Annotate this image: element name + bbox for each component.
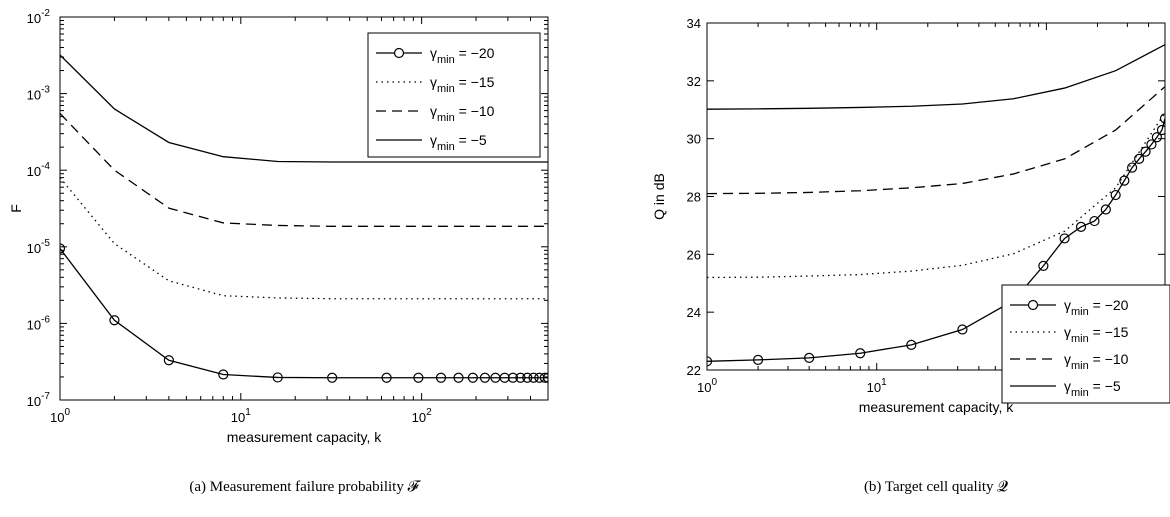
legend: γmin = −20 γmin = −15 γmin = −10 γmin = −5 (367, 32, 541, 158)
series-point (752, 354, 764, 365)
x-tick-label: 101 (867, 377, 887, 395)
y-tick-label: 24 (687, 305, 701, 320)
series-line-dashed-2 (707, 86, 1165, 195)
series-point (515, 372, 526, 383)
series-point (1119, 175, 1130, 186)
legend-label: γmin = −5 (430, 132, 487, 153)
series-point (855, 348, 866, 359)
x-tick-label: 100 (50, 407, 70, 425)
series-point (1100, 204, 1111, 215)
series-group (60, 54, 548, 383)
series-point (528, 372, 539, 383)
series-point (467, 372, 478, 383)
y-tick-label: 22 (687, 363, 701, 378)
y-tick-label: 34 (687, 16, 701, 31)
legend-label: γmin = −10 (430, 103, 495, 124)
series-point (272, 372, 283, 383)
series-group (707, 44, 1165, 367)
series-point (109, 315, 120, 326)
series-point (522, 372, 533, 383)
y-tick-label: 30 (687, 132, 701, 147)
series-line-solid-3 (707, 44, 1165, 110)
x-tick-label: 101 (231, 407, 251, 425)
series-point (453, 372, 464, 383)
series-point (163, 355, 174, 366)
series-line-dotted-1 (60, 177, 548, 300)
legend-label: γmin = −20 (430, 45, 495, 66)
y-tick-label: 26 (687, 247, 701, 262)
series-point (957, 324, 968, 335)
series-point (218, 369, 229, 380)
series-point (327, 372, 338, 383)
y-tick-label: 28 (687, 190, 701, 205)
legend-marker (393, 47, 405, 59)
series-point (707, 356, 713, 367)
series-point (507, 372, 519, 383)
series-point (1140, 146, 1151, 157)
series-point (60, 243, 66, 254)
y-axis-label: Q in dB (651, 173, 667, 220)
series-point (542, 372, 548, 383)
y-tick-label: 10-7 (27, 391, 51, 409)
chart-panel-b: 10010110222242628303234measurement capac… (651, 16, 1170, 495)
y-tick-label: 32 (687, 74, 701, 89)
axes-frame (59, 16, 549, 401)
legend-label: γmin = −15 (1064, 324, 1129, 345)
series-point (1134, 153, 1145, 165)
axes-frame (706, 22, 1166, 371)
series-point (1038, 260, 1049, 271)
y-tick-label: 10-6 (27, 314, 51, 332)
y-tick-label: 10-3 (27, 85, 51, 103)
series-point (1127, 162, 1138, 173)
series-point (1159, 113, 1165, 124)
series-point (479, 372, 491, 383)
x-axis-label: measurement capacity, k (859, 399, 1015, 415)
figure-caption: (a) Measurement failure probability 𝓕 (189, 479, 421, 495)
series-point (906, 339, 917, 350)
y-tick-label: 10-2 (27, 8, 51, 26)
legend-marker (1027, 299, 1039, 311)
legend-label: γmin = −15 (430, 74, 495, 95)
series-line-dotted-1 (707, 112, 1165, 279)
series-point (1156, 124, 1165, 136)
series-point (1151, 132, 1163, 143)
legend-label: γmin = −10 (1064, 351, 1129, 372)
y-axis-label: F (8, 204, 24, 213)
legend-label: γmin = −20 (1064, 297, 1129, 318)
series-point (1146, 139, 1157, 150)
series-point (381, 372, 392, 383)
y-tick-label: 10-5 (27, 238, 51, 256)
series-point (1075, 221, 1087, 232)
series-point (499, 372, 510, 383)
series-point (1110, 189, 1121, 201)
series-line-solid-0 (707, 118, 1165, 362)
chart-panel-a: 100 101 102 10-7 10-6 10-5 10-4 10-3 10-2 measure… (8, 8, 549, 495)
legend: γmin = −20 γmin = −15 γmin = −10 γmin = −5 (1001, 284, 1170, 404)
series-point (435, 372, 447, 383)
series-point (1059, 233, 1070, 244)
x-tick-label: 100 (697, 377, 717, 395)
series-line-solid-3 (60, 54, 548, 163)
series-point (413, 372, 424, 383)
y-tick-label: 10-4 (27, 161, 51, 179)
series-point (539, 372, 548, 383)
series-point (1089, 215, 1100, 227)
x-axis-label: measurement capacity, k (227, 429, 383, 445)
series-line-solid-0 (60, 248, 548, 379)
figure-caption: (b) Target cell quality 𝓠 (864, 479, 1008, 495)
series-point (804, 352, 815, 363)
legend-label: γmin = −5 (1064, 378, 1121, 399)
x-tick-label: 102 (412, 407, 432, 425)
